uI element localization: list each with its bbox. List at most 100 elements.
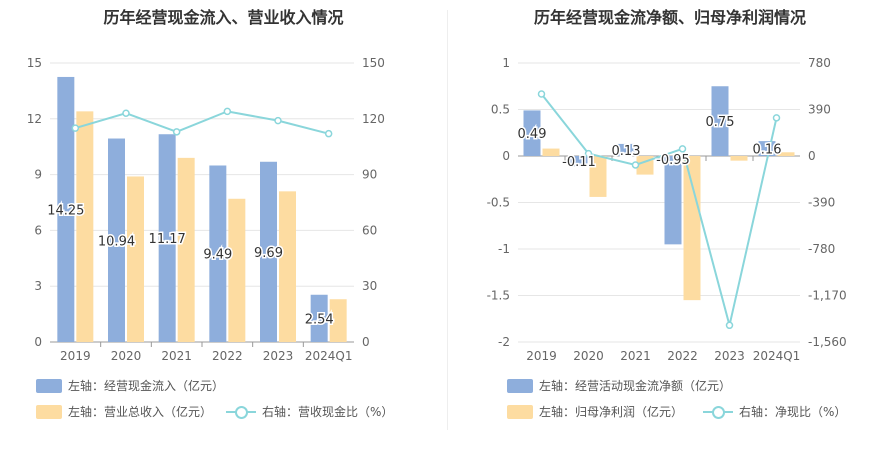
data-label: 11.17 xyxy=(149,232,186,247)
data-label: 14.25 xyxy=(47,203,84,218)
data-label: -0.95 xyxy=(656,153,690,168)
line-point xyxy=(172,128,181,136)
data-label: 10.94 xyxy=(98,234,135,249)
y-left-tick-label: 0.5 xyxy=(491,103,510,117)
line-point xyxy=(584,149,593,158)
bar xyxy=(228,198,246,342)
bar xyxy=(542,148,560,156)
legend-label: 左轴：经营现金流入（亿元） xyxy=(68,379,225,393)
y-left-tick-label: -0.5 xyxy=(487,196,510,210)
legend-swatch xyxy=(36,378,62,393)
data-label: 0.75 xyxy=(706,115,735,130)
line-series xyxy=(540,93,778,326)
bar xyxy=(730,156,748,161)
y-left-tick-label: 1 xyxy=(502,56,510,70)
bar xyxy=(523,110,541,156)
line-point xyxy=(122,109,130,117)
bar xyxy=(310,294,328,342)
x-tick-label: 2021 xyxy=(161,349,192,363)
legend-item[interactable]: 左轴：营业总收入（亿元） xyxy=(36,403,212,420)
data-label: 0.49 xyxy=(518,127,547,142)
chart-right: 历年经营现金流净额、归母净利润情况 1 780 0.5 390 0 0 -0.5 -390 -1… xyxy=(447,0,893,458)
y-right-tick-label: 60 xyxy=(362,223,377,237)
x-tick-label: 2022 xyxy=(212,349,243,363)
line-point xyxy=(678,145,687,153)
line-point xyxy=(725,321,734,330)
data-label: 0.13 xyxy=(612,144,641,159)
line-point xyxy=(223,107,232,116)
data-label: 9.49 xyxy=(203,248,232,263)
line-point xyxy=(71,124,80,132)
y-right-tick-label: -1,560 xyxy=(808,335,847,349)
bar xyxy=(57,76,75,342)
chart-left: 历年经营现金流入、营业收入情况 15 150 12 120 9 90 6 60 3 30 0 0 201… xyxy=(27,8,394,420)
line-point xyxy=(324,129,333,138)
y-left-tick-label: 15 xyxy=(27,56,42,70)
legend-swatch xyxy=(36,404,62,419)
bar xyxy=(158,134,176,342)
bar xyxy=(664,156,682,245)
legend-swatch xyxy=(507,378,533,393)
bar xyxy=(279,191,296,342)
legend-label: 左轴：归母净利润（亿元） xyxy=(539,405,684,419)
y-left-tick-label: 12 xyxy=(27,112,42,126)
y-right-tick-label: 0 xyxy=(808,149,816,163)
chart-left-plot: 15 150 12 120 9 90 6 60 3 30 0 0 2019 2020 2021 2022 202… xyxy=(27,56,385,363)
y-left-tick-label: -1.5 xyxy=(487,289,510,303)
legend-item[interactable]: 左轴：经营现金流入（亿元） xyxy=(36,377,224,394)
line-point xyxy=(274,116,282,125)
x-tick-label: 2020 xyxy=(111,349,142,363)
x-tick-label: 2020 xyxy=(573,349,604,363)
bar xyxy=(127,176,144,342)
x-tick-label: 2024Q1 xyxy=(305,349,353,363)
y-right-tick-label: 30 xyxy=(362,279,377,293)
line-point xyxy=(772,114,781,122)
legend-item[interactable]: 右轴：净现比（%） xyxy=(703,403,846,420)
bar xyxy=(711,86,729,156)
y-left-tick-label: -1 xyxy=(498,242,510,256)
line-point xyxy=(537,90,546,98)
bar xyxy=(177,157,195,342)
y-left-tick-label: 9 xyxy=(34,168,42,182)
legend-swatch xyxy=(226,405,256,419)
chart-title: 历年经营现金流净额、归母净利润情况 xyxy=(533,8,806,27)
y-right-tick-label: 0 xyxy=(362,335,370,349)
panel-divider xyxy=(447,10,448,430)
legend-label: 左轴：营业总收入（亿元） xyxy=(68,405,213,419)
bar xyxy=(108,138,125,342)
legend-item[interactable]: 右轴：营收现金比（%） xyxy=(226,403,393,420)
chart-right-plot: 1 780 0.5 390 0 0 -0.5 -390 -1 -780 -1.5 -1,170 -2 -1… xyxy=(487,56,847,363)
y-left-tick-label: 3 xyxy=(34,279,42,293)
x-tick-label: 2024Q1 xyxy=(753,349,801,363)
chart-title: 历年经营现金流入、营业收入情况 xyxy=(103,8,344,27)
data-label: 9.69 xyxy=(254,246,283,261)
bar xyxy=(570,156,588,167)
legend-swatch xyxy=(507,404,533,419)
data-label: -0.11 xyxy=(562,155,596,170)
legend-item[interactable]: 左轴：归母净利润（亿元） xyxy=(507,403,683,420)
y-right-tick-label: 390 xyxy=(808,103,831,117)
legend-item[interactable]: 左轴：经营活动现金流净额（亿元） xyxy=(507,377,731,394)
legend-swatch xyxy=(703,405,733,419)
x-tick-label: 2022 xyxy=(667,349,698,363)
x-tick-label: 2023 xyxy=(263,349,294,363)
bar xyxy=(76,111,94,342)
bar xyxy=(260,161,277,342)
y-right-tick-label: 150 xyxy=(362,56,385,70)
x-tick-label: 2019 xyxy=(60,349,91,363)
line-series xyxy=(75,110,329,135)
y-right-tick-label: 780 xyxy=(808,56,831,70)
y-left-tick-label: -2 xyxy=(498,335,510,349)
data-label: 2.54 xyxy=(305,312,334,327)
y-right-tick-label: -780 xyxy=(808,242,835,256)
y-left-tick-label: 0 xyxy=(34,335,42,349)
bar xyxy=(777,152,795,156)
y-right-tick-label: -1,170 xyxy=(808,289,847,303)
y-right-tick-label: 120 xyxy=(362,112,385,126)
y-left-tick-label: 0 xyxy=(502,149,510,163)
bar xyxy=(589,156,607,197)
y-right-tick-label: -390 xyxy=(808,196,835,210)
bar xyxy=(617,143,635,156)
legend-label: 右轴：营收现金比（%） xyxy=(262,405,394,419)
legend-label: 右轴：净现比（%） xyxy=(739,405,847,419)
